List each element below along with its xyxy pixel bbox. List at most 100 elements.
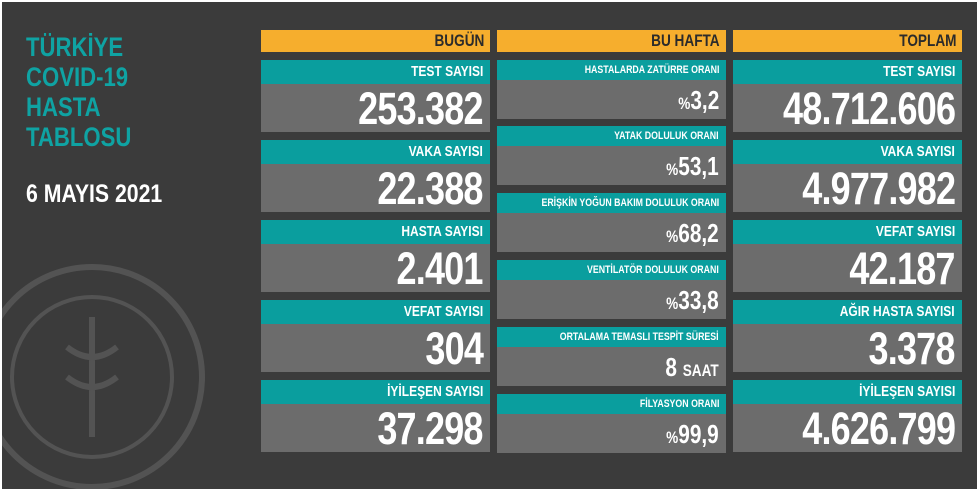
stat-card: İYİLEŞEN SAYISI 37.298 <box>261 380 490 454</box>
stat-value-text: 42.187 <box>849 243 956 294</box>
stat-label: HASTALARDA ZATÜRRE ORANI <box>497 60 726 80</box>
stat-label-text: İYİLEŞEN SAYISI <box>386 383 483 400</box>
stat-card: İYİLEŞEN SAYISI 4.626.799 <box>733 380 962 454</box>
header-label: TOPLAM <box>898 31 956 50</box>
stat-value: 37.298 <box>261 403 490 454</box>
stat-card: VEFAT SAYISI 304 <box>261 300 490 374</box>
stat-label-text: YATAK DOLULUK ORANI <box>614 130 719 142</box>
title-line: TABLOSU <box>26 122 132 152</box>
percent-sign: % <box>677 94 691 113</box>
stat-card: AĞIR HASTA SAYISI 3.378 <box>733 300 962 374</box>
week-column: BU HAFTA HASTALARDA ZATÜRRE ORANI %3,2 YA… <box>497 30 726 453</box>
stat-card: HASTA SAYISI 2.401 <box>261 220 490 294</box>
stat-value: 4.626.799 <box>733 403 962 454</box>
stat-label: VAKA SAYISI <box>733 140 962 164</box>
stat-label-text: TEST SAYISI <box>410 63 483 80</box>
weekly-stat-card: VENTİLATÖR DOLULUK ORANI %33,8 <box>497 260 726 319</box>
percent-sign: % <box>666 160 679 179</box>
weekly-stat-card: YATAK DOLULUK ORANI %53,1 <box>497 126 726 185</box>
stat-label-text: HASTA SAYISI <box>401 223 483 240</box>
stat-label: VAKA SAYISI <box>261 140 490 164</box>
stat-label-text: İYİLEŞEN SAYISI <box>858 383 955 400</box>
stat-label: HASTA SAYISI <box>261 220 490 244</box>
stat-label-text: ORTALAMA TEMASLI TESPİT SÜRESİ <box>560 331 719 343</box>
weekly-stat-card: ORTALAMA TEMASLI TESPİT SÜRESİ 8 SAAT <box>497 327 726 386</box>
stat-value-text: 68,2 <box>678 218 719 248</box>
stat-label-text: VEFAT SAYISI <box>875 223 955 240</box>
stat-value: %3,2 <box>497 80 726 119</box>
stat-label: VENTİLATÖR DOLULUK ORANI <box>497 260 726 280</box>
stat-card: VAKA SAYISI 4.977.982 <box>733 140 962 214</box>
stat-label-text: VAKA SAYISI <box>880 143 955 160</box>
stat-card: VEFAT SAYISI 42.187 <box>733 220 962 294</box>
stat-label-text: TEST SAYISI <box>882 63 955 80</box>
stat-label: İYİLEŞEN SAYISI <box>733 380 962 404</box>
stat-value-text: 3,2 <box>690 85 719 115</box>
stat-value: 3.378 <box>733 323 962 374</box>
stat-label-text: VENTİLATÖR DOLULUK ORANI <box>587 264 719 276</box>
column-header: BU HAFTA <box>497 30 726 52</box>
stat-label-text: VEFAT SAYISI <box>403 303 483 320</box>
stat-value-text: 37.298 <box>377 403 484 454</box>
stat-value-text: 4.977.982 <box>802 163 956 214</box>
stat-value: 22.388 <box>261 163 490 214</box>
stat-card: VAKA SAYISI 22.388 <box>261 140 490 214</box>
percent-sign: % <box>666 227 679 246</box>
stat-label: AĞIR HASTA SAYISI <box>733 300 962 324</box>
column-header: TOPLAM <box>733 30 962 52</box>
stat-value: 8 SAAT <box>497 347 726 386</box>
title-line: HASTA <box>26 92 101 122</box>
stat-value-text: 8 <box>665 352 678 382</box>
unit-label: SAAT <box>682 361 719 380</box>
percent-sign: % <box>666 294 679 313</box>
percent-sign: % <box>666 428 679 447</box>
stat-value-text: 48.712.606 <box>782 83 956 134</box>
weekly-stat-card: ERİŞKİN YOĞUN BAKIM DOLULUK ORANI %68,2 <box>497 193 726 252</box>
stat-value: 304 <box>261 323 490 374</box>
stat-card: TEST SAYISI 253.382 <box>261 60 490 134</box>
stat-value-text: 3.378 <box>868 323 956 374</box>
stat-value-text: 304 <box>425 323 483 374</box>
stat-value: 2.401 <box>261 243 490 294</box>
stat-label: ORTALAMA TEMASLI TESPİT SÜRESİ <box>497 327 726 347</box>
report-date: 6 MAYIS 2021 <box>26 180 163 208</box>
total-column: TOPLAM TEST SAYISI 48.712.606 VAKA SAYISI… <box>733 30 962 454</box>
stat-label: VEFAT SAYISI <box>261 300 490 324</box>
header-label: BUGÜN <box>434 31 484 50</box>
stat-label-text: FİLYASYON ORANI <box>639 398 719 410</box>
stat-label-text: AĞIR HASTA SAYISI <box>840 303 955 320</box>
stat-label: TEST SAYISI <box>261 60 490 84</box>
stat-value-text: 253.382 <box>358 83 483 134</box>
stat-value: 253.382 <box>261 83 490 134</box>
page-title: TÜRKİYE COVID-19 HASTA TABLOSU <box>26 32 131 152</box>
stat-value: %33,8 <box>497 280 726 319</box>
stat-label: ERİŞKİN YOĞUN BAKIM DOLULUK ORANI <box>497 193 726 213</box>
stat-value: %99,9 <box>497 414 726 453</box>
stat-value-text: 33,8 <box>678 285 719 315</box>
stat-label: VEFAT SAYISI <box>733 220 962 244</box>
title-line: TÜRKİYE <box>26 32 124 62</box>
stat-label: YATAK DOLULUK ORANI <box>497 126 726 146</box>
stat-label-text: VAKA SAYISI <box>408 143 483 160</box>
stat-label: FİLYASYON ORANI <box>497 394 726 414</box>
weekly-stat-card: HASTALARDA ZATÜRRE ORANI %3,2 <box>497 60 726 119</box>
weekly-stat-card: FİLYASYON ORANI %99,9 <box>497 394 726 453</box>
stat-value-text: 4.626.799 <box>802 403 956 454</box>
today-column: BUGÜN TEST SAYISI 253.382 VAKA SAYISI 22.… <box>261 30 490 454</box>
header-label: BU HAFTA <box>651 31 721 50</box>
stat-value: %53,1 <box>497 146 726 185</box>
stat-value-text: 53,1 <box>678 151 719 181</box>
stat-value: 48.712.606 <box>733 83 962 134</box>
stat-card: TEST SAYISI 48.712.606 <box>733 60 962 134</box>
stat-value: 4.977.982 <box>733 163 962 214</box>
title-line: COVID-19 <box>26 62 129 92</box>
stat-label-text: HASTALARDA ZATÜRRE ORANI <box>584 64 719 76</box>
stat-label-text: ERİŞKİN YOĞUN BAKIM DOLULUK ORANI <box>541 197 720 209</box>
ministry-emblem-watermark <box>2 264 205 489</box>
stat-value-text: 2.401 <box>396 243 484 294</box>
stat-value-text: 22.388 <box>377 163 484 214</box>
stat-label: TEST SAYISI <box>733 60 962 84</box>
stat-value: 42.187 <box>733 243 962 294</box>
stat-value: %68,2 <box>497 213 726 252</box>
